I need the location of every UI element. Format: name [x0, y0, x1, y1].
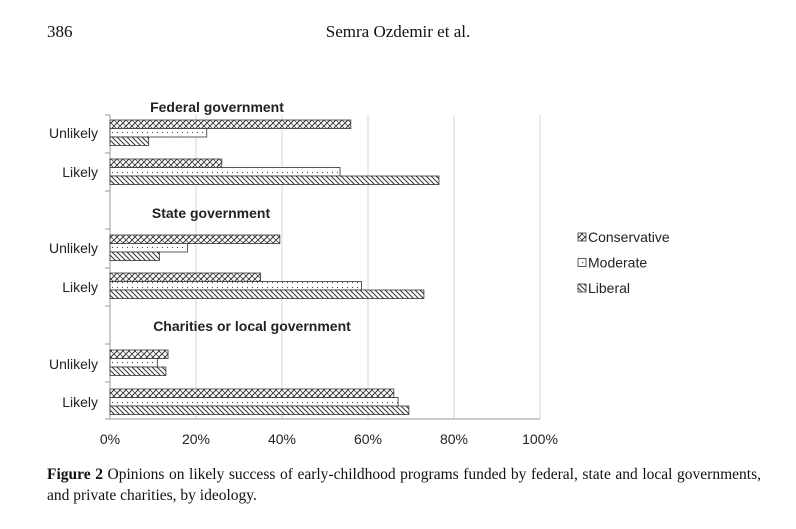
x-tick-label: 80%	[440, 431, 468, 447]
category-label: Likely	[62, 279, 98, 295]
bar-conservative	[109, 349, 169, 359]
bar-conservative	[109, 388, 395, 398]
bar-moderate	[109, 167, 341, 177]
bar-moderate	[109, 281, 362, 291]
legend-label: Moderate	[588, 255, 647, 271]
group-title: State government	[152, 205, 271, 221]
caption-label: Figure 2	[47, 466, 103, 483]
category-label: Unlikely	[49, 356, 98, 372]
legend-swatch-liberal	[577, 283, 587, 293]
x-tick-label: 100%	[522, 431, 558, 447]
category-label: Likely	[62, 164, 98, 180]
bar-moderate	[109, 128, 208, 138]
legend-swatch-moderate	[577, 258, 587, 267]
bar-liberal	[109, 251, 160, 261]
bar-moderate	[109, 397, 399, 407]
legend-swatch-conservative	[577, 232, 587, 242]
bar-conservative	[109, 272, 261, 282]
page-number: 386	[47, 22, 73, 41]
bar-chart: 0% 20% 40% 60% 80% 100% Federal government Unli…	[49, 99, 670, 447]
labels: 0% 20% 40% 60% 80% 100% Federal government Unli…	[49, 99, 558, 447]
bar-conservative	[109, 234, 281, 244]
x-tick-label: 0%	[100, 431, 120, 447]
legend: Conservative Moderate Liberal	[577, 229, 670, 296]
group-title: Charities or local government	[153, 318, 351, 334]
bar-liberal	[109, 405, 410, 415]
x-tick-label: 60%	[354, 431, 382, 447]
category-label: Unlikely	[49, 240, 98, 256]
x-tick-label: 40%	[268, 431, 296, 447]
bar-conservative	[109, 119, 352, 129]
legend-label: Liberal	[588, 280, 630, 296]
category-label: Likely	[62, 394, 98, 410]
bar-moderate	[109, 243, 188, 253]
figure-caption: Figure 2 Opinions on likely success of e…	[47, 464, 761, 506]
bars	[109, 119, 440, 415]
group-title: Federal government	[150, 99, 284, 115]
bar-liberal	[109, 289, 425, 299]
bar-moderate	[109, 358, 158, 368]
x-tick-label: 20%	[182, 431, 210, 447]
bar-liberal	[109, 136, 150, 146]
running-head: Semra Ozdemir et al.	[325, 22, 471, 41]
bar-liberal	[109, 366, 167, 376]
bar-conservative	[109, 158, 223, 168]
legend-label: Conservative	[588, 229, 670, 245]
caption-text: Opinions on likely success of early-chil…	[47, 466, 761, 504]
category-label: Unlikely	[49, 125, 98, 141]
bar-liberal	[109, 175, 440, 185]
